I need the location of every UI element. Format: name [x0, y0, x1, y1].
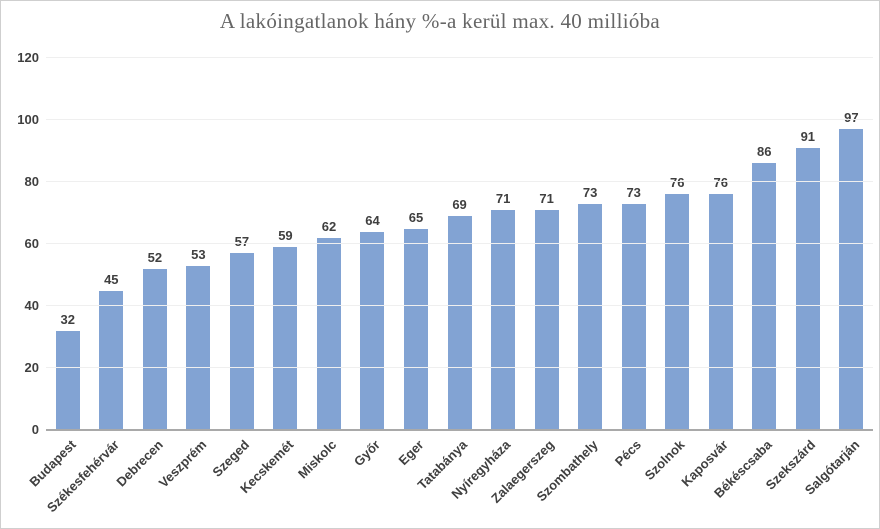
- bar-value-label: 62: [321, 218, 337, 234]
- y-axis: 0 20 40 60 80 100 120: [1, 50, 39, 437]
- bar-column: 59 Kecskemét: [237, 58, 308, 496]
- gridline: [46, 57, 873, 58]
- bar-value-label: 69: [452, 197, 467, 213]
- y-axis-tick-label: 40: [24, 297, 39, 313]
- bar: [578, 203, 603, 430]
- bar: [55, 330, 80, 430]
- bar-value-label: 57: [234, 234, 250, 250]
- y-axis-tick-label: 120: [17, 50, 39, 65]
- bar-value-label: 65: [408, 209, 424, 225]
- gridline: [46, 367, 873, 368]
- bar-column: 69 Tatabánya: [415, 58, 482, 492]
- bar: [99, 290, 124, 430]
- bar-column: 57 Szeged: [210, 58, 264, 480]
- y-axis-tick-label: 20: [24, 360, 39, 375]
- bar: [273, 247, 298, 430]
- gridline: [46, 243, 873, 244]
- bar: [795, 147, 820, 430]
- bar-value-label: 86: [757, 144, 772, 160]
- bar-value-label: 59: [278, 228, 293, 244]
- gridline: [46, 181, 873, 182]
- bar: [708, 194, 733, 430]
- bar: [491, 209, 516, 430]
- bar-value-label: 91: [800, 128, 816, 144]
- y-axis-tick-label: 100: [17, 111, 39, 127]
- bar-value-label: 73: [582, 184, 598, 200]
- bar-column: 97 Salgótarján: [801, 58, 874, 498]
- bar-column: 62 Miskolc: [295, 58, 351, 481]
- bar-column: 32 Budapest: [26, 58, 90, 489]
- bar-column: 65 Eger: [394, 58, 438, 468]
- bar-value-label: 32: [60, 311, 75, 327]
- bar-column: 76 Szolnok: [642, 58, 699, 483]
- bar-value-label: 71: [539, 190, 554, 206]
- bar: [142, 268, 167, 430]
- bar-column: 91 Szekszárd: [763, 58, 830, 493]
- bar-column: 73 Pécs: [612, 58, 656, 469]
- x-axis-category-label: Miskolc: [295, 437, 340, 482]
- chart-title: A lakóingatlanok hány %-a kerül max. 40 …: [219, 9, 661, 33]
- gridline: [46, 305, 873, 306]
- bar-column: 76 Kaposvár: [679, 58, 743, 490]
- bar-value-label: 53: [191, 246, 206, 262]
- x-axis-category-label: Pécs: [612, 437, 645, 470]
- y-axis-tick-label: 60: [24, 236, 39, 251]
- bar-series: 32 Budapest 45 Székesfehérvár 52 Debrecen 53 Ve…: [26, 58, 874, 515]
- bar-value-label: 64: [365, 212, 380, 228]
- bar-value-label: 97: [844, 110, 859, 126]
- bar-value-label: 76: [713, 175, 728, 191]
- bar-column: 86 Békéscsaba: [711, 58, 787, 501]
- bar-value-label: 71: [495, 190, 511, 206]
- bar: [752, 163, 777, 430]
- bar-value-label: 45: [104, 271, 119, 287]
- bar-column: 73 Szombathely: [533, 58, 612, 504]
- bar-column: 53 Veszprém: [155, 58, 221, 491]
- bar: [447, 216, 472, 430]
- bar: [404, 228, 429, 430]
- bar: [229, 253, 254, 430]
- bar: [665, 194, 690, 430]
- bar-value-label: 52: [147, 249, 163, 265]
- bar-column: 71 Zalaegerszeg: [488, 58, 569, 506]
- bar-column: 45 Székesfehérvár: [44, 58, 134, 515]
- bar: [839, 129, 864, 430]
- bar-column: 71 Nyíregyháza: [449, 58, 525, 502]
- y-axis-tick-label: 0: [31, 422, 39, 437]
- bar: [360, 231, 385, 430]
- bar-column: 52 Debrecen: [113, 58, 177, 490]
- y-axis-tick-label: 80: [24, 173, 39, 189]
- x-axis-category-label: Szeged: [209, 437, 253, 480]
- bar-value-label: 76: [669, 175, 685, 191]
- x-axis-category-label: Győr: [351, 437, 384, 470]
- plot-area: 32 Budapest 45 Székesfehérvár 52 Debrecen 53 Ve…: [26, 57, 874, 515]
- bar-column: 64 Győr: [351, 58, 395, 469]
- bar: [534, 209, 559, 430]
- bar-value-label: 73: [626, 184, 641, 200]
- bar: [186, 265, 211, 430]
- bar: [621, 203, 646, 430]
- x-axis-category-label: Eger: [395, 437, 427, 469]
- gridline: [46, 119, 873, 120]
- bar: [316, 237, 341, 430]
- x-axis-line: [46, 429, 873, 431]
